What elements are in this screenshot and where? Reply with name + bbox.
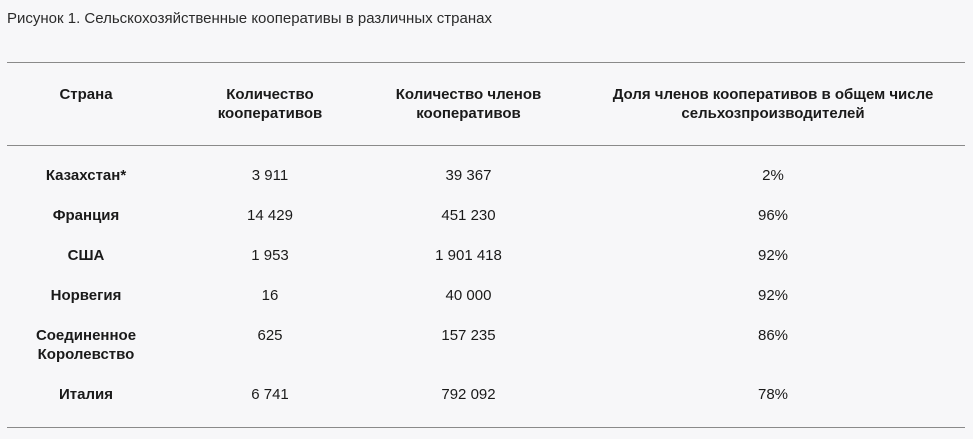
row-members: 40 000 <box>445 287 492 304</box>
row-share: 86% <box>757 327 789 344</box>
row-members: 39 367 <box>445 167 492 184</box>
header-cooperatives-count: Количество кооперативов <box>217 86 323 122</box>
row-cooperatives: 3 911 <box>251 167 289 184</box>
row-members: 1 901 418 <box>435 247 502 264</box>
header-divider <box>7 145 965 146</box>
row-cooperatives: 14 429 <box>247 207 293 224</box>
figure-caption: Рисунок 1. Сельскохозяйственные кооперат… <box>7 10 492 27</box>
row-share: 92% <box>757 287 789 304</box>
header-members-count: Количество членов кооперативов <box>395 86 542 122</box>
row-country: Франция <box>52 207 120 224</box>
row-share: 78% <box>757 386 789 403</box>
row-cooperatives: 625 <box>257 327 283 344</box>
header-country: Страна <box>59 86 113 103</box>
row-country: Соединенное Королевство <box>35 327 137 363</box>
row-cooperatives: 1 953 <box>251 247 289 264</box>
header-members-share: Доля членов кооперативов в общем числе с… <box>612 86 934 122</box>
row-members: 792 092 <box>441 386 496 403</box>
row-members: 157 235 <box>441 327 496 344</box>
row-share: 96% <box>757 207 789 224</box>
row-country: Норвегия <box>50 287 122 304</box>
row-country: Италия <box>59 386 113 403</box>
row-share: 2% <box>762 167 784 184</box>
row-country: Казахстан* <box>45 167 127 184</box>
cooperatives-table: Страна Количество кооперативов Количеств… <box>7 62 965 428</box>
row-cooperatives: 16 <box>261 287 279 304</box>
row-share: 92% <box>757 247 789 264</box>
row-members: 451 230 <box>441 207 496 224</box>
row-cooperatives: 6 741 <box>251 386 289 403</box>
row-country: США <box>67 247 105 264</box>
